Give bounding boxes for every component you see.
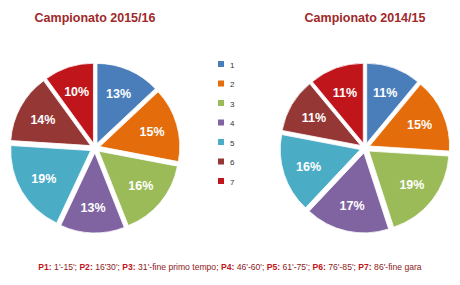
annotation-part: 86'-fine gara (372, 262, 422, 272)
pie-slice (100, 92, 180, 162)
data-label: 17% (340, 199, 365, 213)
data-label: 19% (31, 172, 56, 186)
legend-label: 1 (230, 61, 235, 70)
annotation-part: P1: (38, 262, 52, 272)
legend-swatch (218, 81, 224, 87)
pie-slice (46, 63, 93, 143)
data-label: 11% (373, 86, 397, 100)
data-label: 19% (399, 178, 424, 192)
legend: 1 2 3 4 5 6 7 (218, 61, 235, 187)
annotation-part: 61'-75'; (280, 262, 312, 272)
annotation-part: P6: (313, 262, 327, 272)
data-label: 16% (128, 179, 153, 193)
data-label: 13% (81, 201, 106, 215)
data-label: 14% (30, 113, 55, 127)
legend-label: 2 (230, 80, 235, 89)
chart-title: Campionato 2015/16 (35, 11, 156, 25)
legend-swatch (218, 159, 224, 165)
pie-slice (280, 135, 360, 208)
data-label: 15% (140, 125, 165, 139)
data-label: 11% (302, 111, 326, 125)
annotation-part: 46'-60'; (234, 262, 266, 272)
legend-swatch (218, 120, 224, 126)
annotation-part: P3: (122, 262, 136, 272)
annotation-part: P4: (221, 262, 235, 272)
annotation-part: P2: (79, 262, 93, 272)
annotation-part: 1'-15'; (52, 262, 80, 272)
data-label: 13% (106, 87, 131, 101)
data-label: 11% (333, 86, 357, 100)
chart-canvas: Campionato 2015/16 13% 15% 16% 13% 19% 14% 10% 1… (0, 0, 460, 285)
pie (280, 63, 449, 233)
legend-swatch (218, 100, 224, 106)
annotation: P1: 1'-15'; P2: 16'30'; P3: 31'-fine pri… (38, 262, 422, 272)
data-label: 10% (64, 85, 89, 99)
legend-label: 3 (230, 100, 235, 109)
pie (11, 63, 180, 233)
legend-label: 5 (230, 139, 235, 148)
annotation-part: P5: (267, 262, 281, 272)
legend-swatch (218, 178, 224, 184)
legend-swatch (218, 139, 224, 145)
data-label: 16% (296, 160, 321, 174)
annotation-part: 31'-fine primo tempo; (136, 262, 221, 272)
pie-slice (370, 84, 450, 151)
legend-label: 4 (230, 119, 235, 128)
pie-slice (312, 63, 363, 143)
pie-slice (11, 146, 91, 223)
legend-swatch (218, 61, 224, 67)
data-label: 15% (407, 118, 432, 132)
chart-title: Campionato 2014/15 (305, 11, 426, 25)
legend-label: 7 (230, 178, 235, 187)
annotation-part: 16'30'; (93, 262, 123, 272)
annotation-part: P7: (358, 262, 372, 272)
legend-label: 6 (230, 158, 235, 167)
annotation-part: 76'-85'; (326, 262, 358, 272)
